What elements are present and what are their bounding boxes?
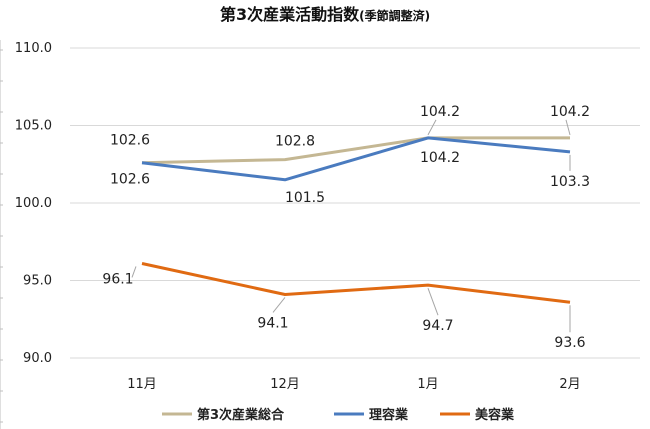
series-line [141, 262, 571, 304]
label-leader-line [427, 287, 439, 316]
data-label: 101.5 [285, 190, 325, 206]
gridlines [70, 47, 640, 359]
data-label: 102.8 [275, 134, 315, 150]
y-axis: 90.0 95.0 100.0 105.0 110.0 [0, 40, 52, 429]
y-tick-label: 100.0 [15, 196, 52, 211]
y-tick-label: 90.0 [23, 351, 52, 366]
data-label: 94.7 [422, 318, 453, 334]
data-label: 104.2 [420, 104, 460, 120]
chart-title-note: (季節調整済) [359, 8, 430, 23]
data-label: 103.3 [550, 174, 590, 190]
label-leader-line [427, 119, 437, 136]
x-tick-label: 1月 [417, 377, 438, 392]
series-line [141, 136, 570, 165]
y-tick-label: 110.0 [15, 41, 52, 56]
label-leader-line [131, 266, 137, 278]
series-lines [141, 136, 571, 304]
legend-label: 美容業 [475, 407, 515, 423]
data-label: 102.6 [110, 172, 150, 188]
x-tick-label: 12月 [270, 377, 300, 392]
label-leader-line [272, 297, 286, 313]
legend-label: 第3次産業総合 [197, 407, 285, 423]
chart-title-main: 第3次産業活動指数 [220, 5, 360, 24]
x-tick-label: 2月 [559, 377, 580, 392]
data-label: 96.1 [102, 271, 133, 287]
y-tick-label: 95.0 [23, 274, 52, 289]
data-labels: 102.6 102.8 104.2 104.2 102.6 101.5 104.2 103.3… [102, 104, 590, 351]
y-tick-label: 105.0 [15, 119, 52, 134]
x-axis: 11月 12月 1月 2月 [127, 377, 580, 392]
x-tick-label: 11月 [127, 377, 157, 392]
label-leader-line [565, 119, 571, 136]
series-line [141, 136, 571, 182]
chart-title: 第3次産業活動指数(季節調整済) [220, 5, 430, 24]
data-label: 94.1 [257, 315, 288, 331]
data-label: 93.6 [554, 335, 585, 351]
legend: 第3次産業総合 理容業 美容業 [162, 407, 515, 423]
data-label: 104.2 [550, 104, 590, 120]
data-label: 104.2 [420, 150, 460, 166]
legend-label: 理容業 [369, 407, 409, 423]
data-label: 102.6 [110, 133, 150, 149]
